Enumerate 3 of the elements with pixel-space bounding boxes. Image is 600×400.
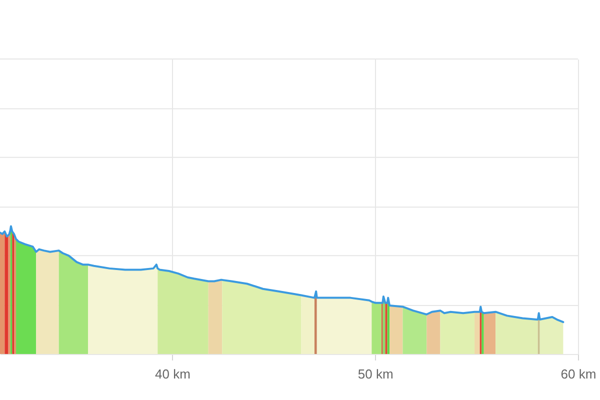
x-tick-label: 50 km	[358, 366, 394, 382]
x-tick-label: 60 km	[560, 366, 596, 382]
x-tick-label: 40 km	[155, 366, 190, 382]
